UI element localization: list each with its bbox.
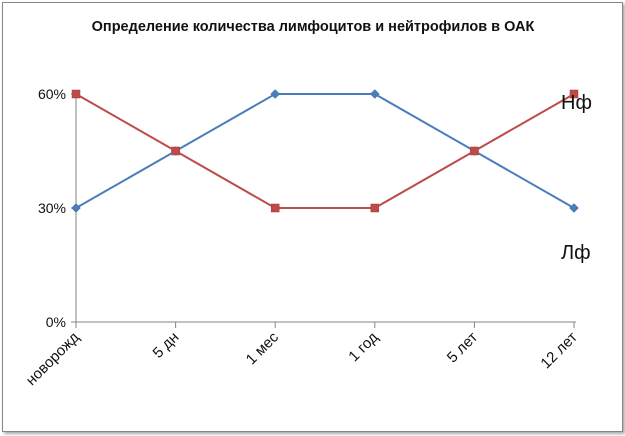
chart-area: Определение количества лимфоцитов и нейт…	[2, 2, 623, 432]
data-point	[369, 89, 380, 99]
series-label-lf: Лф	[561, 242, 591, 264]
data-point	[71, 203, 81, 213]
series-lymphocytes	[71, 89, 579, 213]
x-tick-label: новорожд	[23, 329, 83, 389]
y-tick-label: 0%	[46, 314, 66, 330]
y-tick-label: 30%	[38, 200, 66, 216]
data-point	[270, 89, 281, 99]
data-point	[71, 89, 81, 99]
x-tick-label: 5 лет	[444, 329, 482, 367]
data-point	[370, 203, 380, 213]
x-tick-label: 1 год	[345, 329, 382, 366]
series-line	[75, 93, 575, 209]
data-point	[569, 89, 579, 99]
chart-title: Определение количества лимфоцитов и нейт…	[91, 19, 535, 35]
series-neutrophils	[71, 89, 579, 213]
plot-area: 0% 30% 60% новорожд 5 дн 1 мес 1 год 5 лет 12 ле…	[23, 86, 592, 389]
x-tick-label: 5 дн	[150, 329, 183, 362]
x-tick-label: 12 лет	[537, 329, 580, 372]
series-label-nf: Нф	[561, 92, 592, 114]
data-point	[470, 146, 479, 156]
data-point	[569, 203, 579, 213]
x-tick-label: 1 мес	[243, 328, 283, 368]
series-line	[75, 93, 575, 209]
data-point	[270, 203, 280, 213]
data-point	[171, 146, 180, 156]
y-tick-label: 60%	[38, 86, 66, 102]
